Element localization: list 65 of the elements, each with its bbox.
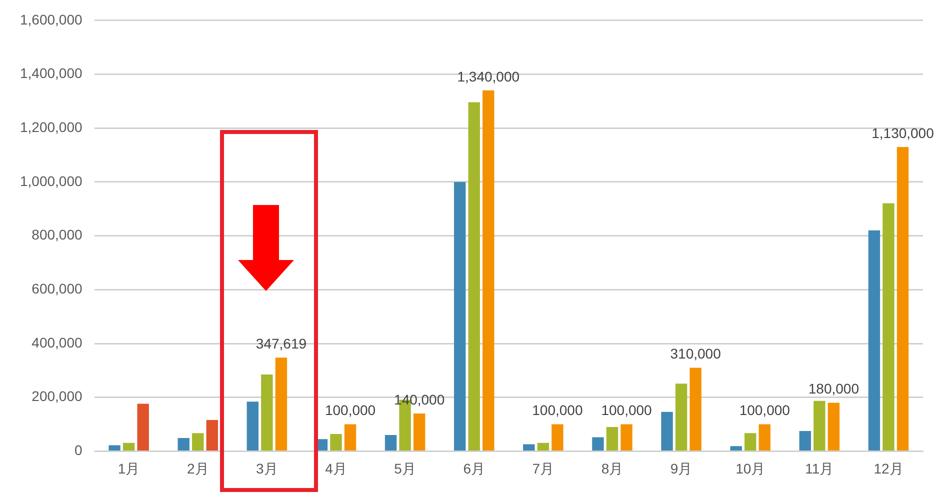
bar: [523, 444, 535, 450]
x-tick-label: 5月: [394, 460, 416, 476]
x-tick-label: 4月: [325, 460, 347, 476]
y-tick-label: 800,000: [32, 226, 82, 243]
data-label: 1,340,000: [457, 68, 520, 84]
data-label: 140,000: [394, 391, 445, 408]
y-tick-label: 1,400,000: [20, 65, 82, 82]
data-label: 1,130,000: [872, 124, 934, 141]
bar: [799, 431, 811, 450]
x-tick-label: 10月: [736, 460, 766, 476]
y-tick-label: 1,200,000: [20, 118, 82, 135]
bar: [192, 433, 204, 450]
data-label: 100,000: [532, 402, 583, 418]
bar: [537, 442, 550, 450]
bar: [330, 434, 342, 450]
bar: [675, 384, 688, 450]
bar: [744, 433, 756, 450]
bar: [108, 445, 120, 450]
bar: [730, 446, 742, 450]
y-tick-label: 1,000,000: [20, 172, 82, 189]
bar: [814, 400, 826, 450]
y-tick-label: 400,000: [32, 334, 82, 350]
bar: [868, 230, 880, 450]
bar: [137, 404, 149, 450]
bar: [413, 414, 426, 450]
bar: [758, 424, 770, 450]
bar: [206, 420, 218, 450]
x-tick-label: 9月: [670, 460, 692, 476]
bar: [620, 424, 632, 450]
bar: [606, 426, 618, 450]
x-tick-label: 7月: [532, 460, 554, 476]
bar: [384, 435, 397, 450]
x-tick-label: 1月: [118, 460, 140, 476]
data-label: 347,619: [256, 335, 307, 352]
x-tick-label: 12月: [874, 460, 904, 476]
bar: [122, 442, 135, 450]
bar: [690, 368, 702, 450]
bar: [178, 438, 190, 450]
x-tick-label: 2月: [186, 460, 209, 476]
bar: [552, 424, 564, 450]
y-tick-label: 200,000: [32, 388, 82, 404]
y-tick-label: 1,600,000: [20, 11, 82, 28]
data-label: 100,000: [324, 402, 376, 418]
bar: [246, 402, 259, 450]
data-label: 180,000: [808, 380, 860, 397]
data-label: 100,000: [601, 402, 652, 418]
data-label: 310,000: [670, 346, 722, 362]
bar: [468, 102, 480, 450]
bar: [592, 437, 604, 450]
data-label: 100,000: [739, 402, 790, 418]
x-tick-label: 6月: [463, 460, 486, 476]
bar: [828, 402, 840, 450]
bar: [454, 182, 466, 450]
bar: [482, 90, 494, 450]
y-tick-label: 600,000: [32, 280, 82, 297]
y-tick-label: 0: [74, 442, 82, 458]
bar: [896, 146, 909, 450]
bar: [661, 412, 673, 450]
bar: [344, 424, 356, 450]
x-tick-label: 3月: [256, 460, 278, 476]
bar: [882, 203, 894, 450]
x-tick-label: 8月: [601, 460, 624, 476]
bar: [261, 374, 273, 450]
bar: [275, 358, 288, 450]
x-tick-label: 11月: [805, 460, 834, 476]
